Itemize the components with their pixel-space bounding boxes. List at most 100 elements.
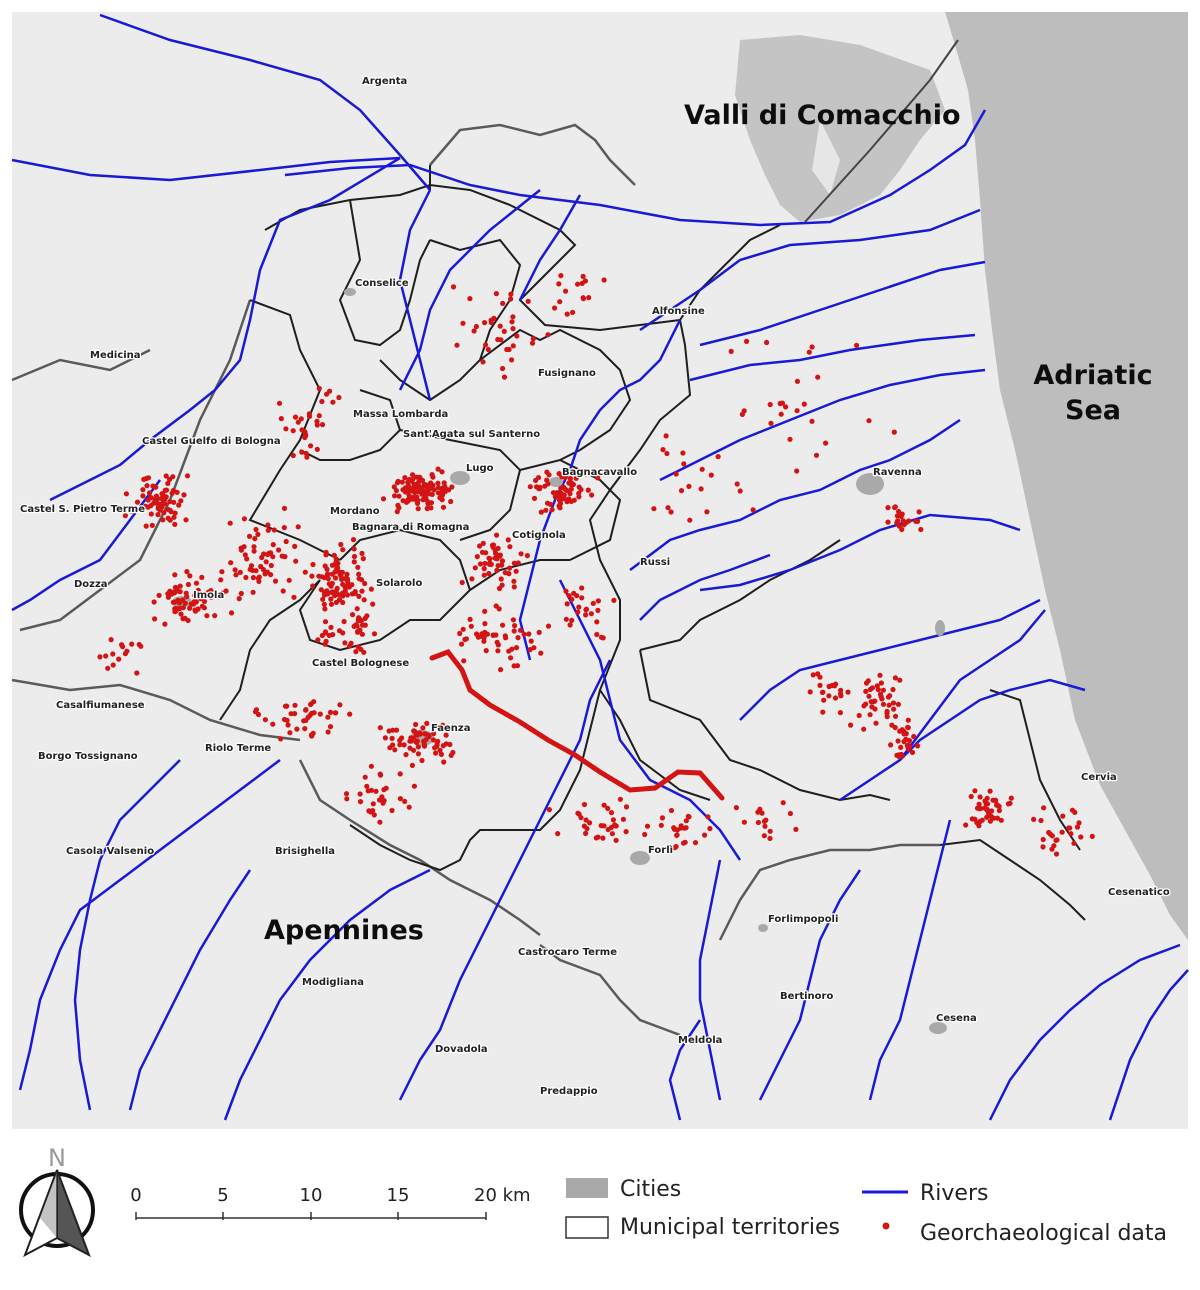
geo-point (761, 818, 768, 825)
geo-point (509, 357, 515, 363)
geo-point (402, 798, 408, 805)
geo-point (996, 807, 1003, 814)
geo-point (506, 565, 513, 571)
geo-point (144, 483, 150, 489)
geo-point (201, 598, 208, 605)
geo-point (281, 525, 287, 531)
geo-point (509, 319, 515, 325)
geo-point (595, 475, 601, 481)
label-fusignano: Fusignano (538, 368, 596, 379)
geo-point (544, 469, 550, 475)
geo-point (460, 320, 466, 326)
geo-point (472, 565, 478, 571)
geo-point (854, 342, 860, 348)
place-labels: Argenta Conselice Alfonsine Medicina Fus… (19, 75, 1171, 1099)
geo-point (332, 710, 338, 716)
geo-point (328, 596, 334, 602)
geo-point (1074, 824, 1081, 830)
geo-point (504, 346, 510, 353)
geo-point (483, 342, 489, 348)
geo-point (837, 710, 844, 716)
geo-point (425, 491, 431, 497)
geo-point (433, 750, 439, 756)
geo-point (140, 493, 146, 499)
geo-point (1053, 851, 1060, 857)
geo-point (423, 483, 429, 489)
label-riolo-terme: Riolo Terme (205, 743, 271, 754)
geo-point (600, 635, 606, 641)
geo-point (1051, 843, 1057, 849)
geo-point (698, 486, 704, 492)
geo-point (424, 505, 430, 512)
geo-point (863, 701, 869, 707)
geo-point (290, 452, 296, 459)
legend-municipal-label: Municipal territories (620, 1215, 840, 1240)
geo-point (768, 420, 774, 426)
geo-point (299, 427, 305, 433)
geo-point (985, 801, 991, 807)
geo-point (440, 504, 447, 510)
geo-point (359, 588, 365, 594)
geo-point (232, 567, 238, 573)
geo-point (525, 298, 531, 304)
geo-point (996, 803, 1002, 810)
geo-point (566, 593, 572, 599)
geo-point (303, 431, 309, 437)
geo-point (155, 511, 161, 518)
geo-point (890, 700, 897, 706)
geo-point (405, 498, 411, 504)
geo-point (972, 788, 978, 794)
geo-point (686, 483, 692, 489)
geo-point (182, 600, 188, 606)
geo-point (424, 720, 430, 727)
geo-point (272, 578, 279, 584)
adriatic-sea (945, 12, 1188, 940)
geo-point (510, 617, 516, 623)
geo-point (423, 496, 429, 503)
geo-point (354, 606, 360, 612)
geo-point (334, 585, 340, 592)
geo-point (552, 305, 558, 311)
geo-point (507, 544, 513, 550)
geo-point (280, 588, 286, 594)
geo-point (708, 472, 714, 478)
geo-point (145, 504, 151, 510)
geo-point (409, 472, 416, 478)
legend-municipal-swatch (565, 1216, 609, 1239)
geo-point (505, 537, 511, 543)
geo-point (605, 826, 611, 833)
geo-point (1005, 801, 1012, 807)
geo-point (311, 710, 317, 716)
geo-point (494, 556, 500, 562)
geo-point (673, 843, 679, 850)
geo-point (891, 429, 897, 435)
geo-point (183, 590, 189, 596)
geo-point (389, 807, 395, 814)
geo-point (438, 751, 444, 758)
geo-point (228, 560, 234, 566)
geo-point (162, 496, 168, 502)
label-alfonsine: Alfonsine (652, 306, 705, 317)
geo-point (563, 288, 569, 294)
geo-point (265, 527, 271, 533)
geo-point (336, 628, 343, 634)
geo-point (887, 693, 893, 699)
geo-point (515, 560, 521, 566)
geo-point (780, 800, 786, 806)
geo-point (549, 507, 555, 513)
geo-point (460, 626, 466, 632)
label-massa-lombarda: Massa Lombarda (353, 409, 448, 420)
geo-point (447, 741, 453, 748)
geo-point (351, 559, 357, 565)
label-brisighella: Brisighella (275, 846, 335, 857)
geo-point (963, 822, 969, 828)
geo-point (227, 520, 233, 526)
geo-point (413, 721, 419, 728)
label-cotignola: Cotignola (512, 530, 566, 541)
geo-point (568, 486, 574, 492)
geo-point (439, 469, 445, 475)
geo-point (762, 823, 768, 829)
geo-point (393, 488, 399, 494)
geo-point (178, 498, 184, 504)
geo-point (406, 484, 412, 490)
